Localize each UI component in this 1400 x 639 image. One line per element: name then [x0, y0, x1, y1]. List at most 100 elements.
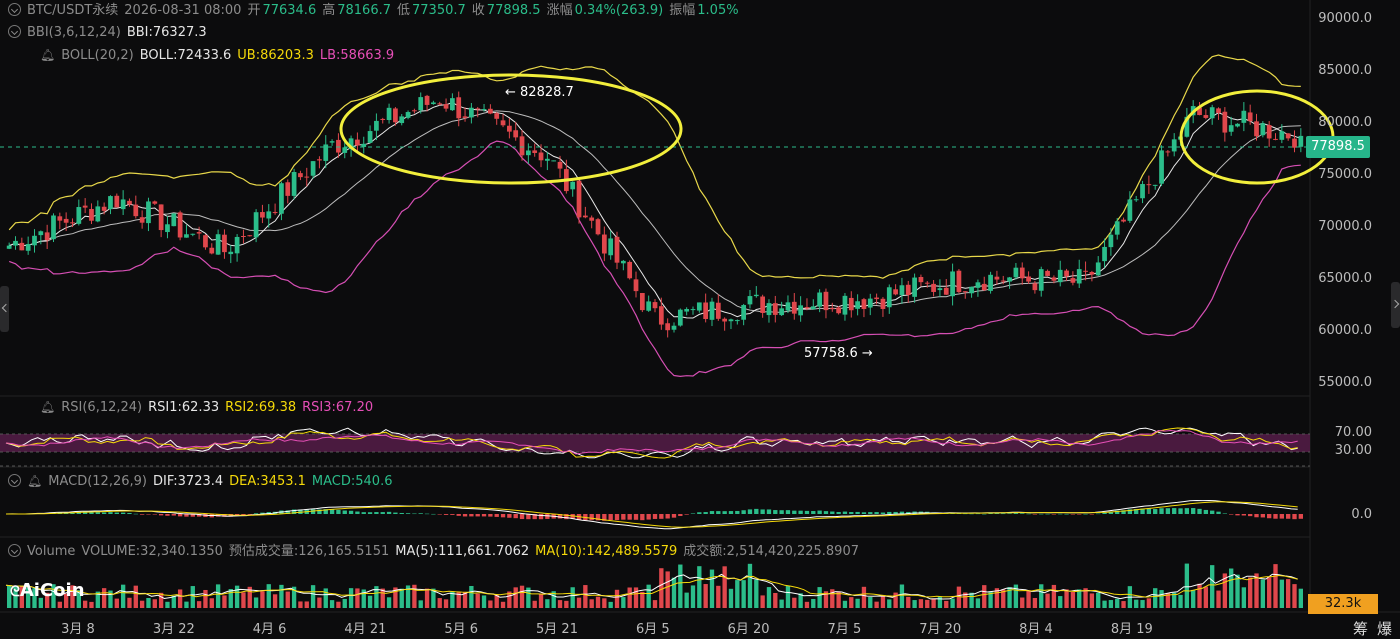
volume-bar [956, 586, 962, 608]
bell-icon[interactable]: 🔔︎ [40, 400, 56, 414]
candle-body [367, 131, 373, 143]
chip-button[interactable]: 筹 [1352, 620, 1368, 638]
collapse-icon[interactable] [8, 544, 21, 557]
candle-body [304, 176, 310, 178]
volume-bar [1178, 594, 1183, 608]
candle-body [1222, 111, 1228, 133]
candle-body [658, 306, 664, 325]
rsi-name[interactable]: RSI(6,12,24) [61, 400, 143, 415]
price-tick: 65000.0 [1318, 271, 1372, 286]
volume-bar [139, 600, 145, 608]
macd-bar [665, 514, 670, 519]
boll-name[interactable]: BOLL(20,2) [61, 48, 134, 63]
candle-body [437, 103, 443, 105]
volume-bar [1241, 587, 1247, 608]
candle-body [855, 301, 860, 309]
candle-body [1241, 110, 1247, 123]
macd-bar [1292, 514, 1297, 520]
candle-body [412, 110, 417, 112]
price-tick: 85000.0 [1318, 63, 1372, 78]
volume-bar [526, 587, 531, 608]
volume-name[interactable]: Volume [27, 544, 76, 559]
collapse-icon[interactable] [8, 474, 21, 487]
macd-bar [1115, 510, 1120, 514]
volume-bar [456, 592, 461, 608]
scroll-left-handle[interactable] [0, 286, 9, 332]
macd-bar [1121, 510, 1126, 514]
volume-bar [51, 584, 56, 608]
bell-icon[interactable]: 🔔︎ [40, 48, 56, 62]
candle-body [709, 301, 715, 320]
candle-body [1070, 278, 1076, 283]
candle-body [19, 242, 25, 251]
volume-bar [880, 595, 886, 608]
macd-bar [165, 514, 170, 516]
predicted-volume: 预估成交量:126,165.5151 [228, 544, 390, 559]
volume-bar [722, 566, 727, 608]
macd-bar [1153, 509, 1158, 514]
macd-bar [564, 514, 569, 520]
volume-bar [906, 596, 911, 608]
candle-body [943, 287, 949, 295]
macd-bar [1058, 513, 1063, 515]
volume-bar [177, 589, 183, 608]
price-tick: 75000.0 [1318, 167, 1372, 182]
candle-body [861, 299, 867, 310]
price-tick: 55000.0 [1318, 375, 1372, 390]
candle-body [386, 107, 392, 120]
boll-mid: BOLL:72433.6 [139, 48, 232, 63]
volume-bar [1115, 598, 1120, 608]
candle-body [1197, 107, 1202, 116]
collapse-icon[interactable] [8, 3, 21, 16]
macd-bar [1279, 514, 1285, 519]
volume-bar [380, 588, 385, 608]
candle-body [905, 284, 911, 296]
bell-icon[interactable]: 🔔︎ [27, 474, 43, 488]
macd-bar [82, 511, 88, 514]
candle-body [355, 139, 360, 146]
macd-bar [1089, 514, 1095, 515]
volume-bar [969, 592, 974, 608]
macd-bar [1020, 513, 1025, 514]
volume-bar [57, 601, 62, 608]
candle-body [82, 205, 88, 208]
candle-body [614, 236, 620, 263]
macd-bar [880, 512, 886, 514]
bbi-name[interactable]: BBI(3,6,12,24) [27, 25, 121, 40]
candle-body [772, 303, 778, 315]
boll-mid-line [9, 110, 1301, 313]
macd-bar [868, 512, 873, 514]
macd-bar [329, 509, 335, 514]
macd-bar [291, 509, 297, 514]
candle-body [393, 108, 398, 123]
volume-bar [222, 595, 227, 608]
volume-bar [367, 595, 373, 608]
macd-bar [652, 514, 658, 519]
volume-bar [342, 598, 347, 608]
macd-bar [526, 514, 531, 520]
volume-bar [861, 586, 867, 608]
candle-body [285, 182, 291, 196]
volume-bar [716, 585, 721, 608]
volume-bar [950, 598, 955, 608]
volume-bar [855, 598, 860, 608]
macd-name[interactable]: MACD(12,26,9) [48, 474, 147, 489]
macd-bar [1108, 511, 1114, 514]
volume-bar [450, 591, 455, 608]
macd-bar [1159, 508, 1164, 514]
volume-bar [7, 585, 12, 608]
liquidation-button[interactable]: 爆 [1376, 620, 1392, 638]
candle-body [25, 244, 31, 251]
volume-bar [361, 589, 366, 608]
collapse-icon[interactable] [8, 25, 21, 38]
candle-body [1051, 277, 1057, 281]
volume-bar [1172, 592, 1177, 608]
candle-body [665, 323, 671, 331]
candle-body [329, 141, 335, 143]
scroll-right-handle[interactable] [1391, 282, 1400, 328]
volume-bar [424, 588, 430, 608]
macd-bar [1216, 511, 1221, 514]
macd-bar [424, 513, 430, 515]
macd-bar [608, 514, 613, 521]
